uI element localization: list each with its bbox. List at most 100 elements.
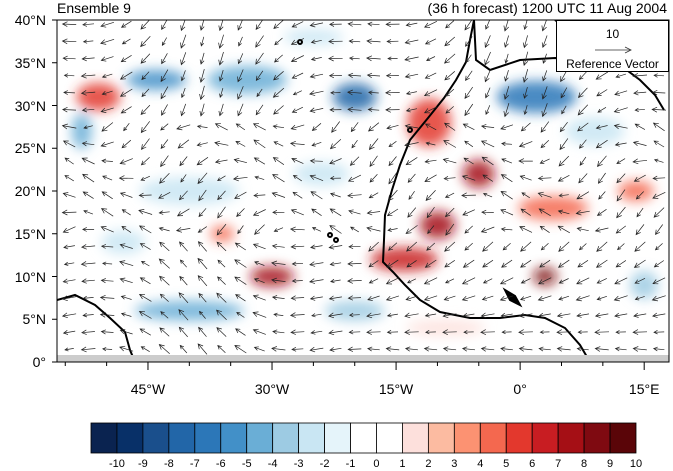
- colorbar-label: 1: [399, 458, 406, 470]
- colorbar-swatch: [116, 422, 144, 454]
- wind-arrow: [520, 278, 531, 284]
- wind-arrow: [139, 277, 151, 285]
- wind-arrow: [63, 261, 75, 266]
- wind-arrow: [158, 343, 170, 355]
- wind-arrow: [444, 53, 456, 64]
- wind-arrow: [385, 295, 400, 302]
- wind-arrow: [485, 105, 491, 116]
- wind-arrow: [538, 346, 551, 352]
- anomaly-patch: [630, 271, 659, 300]
- wind-arrow: [518, 141, 533, 148]
- wind-arrow: [141, 71, 150, 81]
- wind-arrow: [329, 208, 342, 217]
- wind-arrow: [653, 158, 664, 163]
- wind-arrow: [309, 278, 324, 284]
- wind-arrow: [347, 295, 362, 301]
- wind-vectors: [61, 20, 667, 355]
- wind-arrow: [140, 36, 151, 48]
- colorbar-swatch: [609, 422, 637, 454]
- anomaly-patch: [101, 230, 146, 255]
- wind-arrow: [615, 330, 626, 335]
- wind-arrow: [559, 121, 568, 133]
- wind-arrow: [443, 122, 456, 131]
- wind-arrow: [328, 244, 343, 250]
- wind-arrow: [253, 139, 266, 149]
- longitude-label: 15°E: [628, 381, 660, 397]
- wind-arrow: [597, 107, 607, 113]
- colorbar-label: 10: [629, 458, 643, 470]
- colorbar-label: -3: [293, 458, 304, 470]
- wind-arrow: [81, 244, 96, 250]
- wind-arrow: [216, 292, 227, 303]
- wind-arrow: [613, 295, 628, 302]
- wind-arrow: [274, 54, 283, 63]
- wind-arrow: [595, 125, 608, 130]
- wind-arrow: [654, 243, 663, 251]
- wind-arrow: [652, 122, 665, 132]
- wind-arrow: [424, 159, 437, 164]
- wind-arrow: [138, 192, 152, 198]
- anomaly-patch: [126, 69, 187, 90]
- wind-arrow: [311, 227, 321, 232]
- wind-arrow: [558, 193, 569, 198]
- wind-arrow: [366, 329, 381, 335]
- wind-arrow: [482, 259, 494, 268]
- wind-arrow: [481, 295, 494, 301]
- wind-arrow: [632, 140, 647, 147]
- wind-arrow: [234, 276, 247, 285]
- wind-arrow: [235, 294, 246, 302]
- wind-arrow: [617, 243, 625, 251]
- wind-arrow: [424, 174, 437, 182]
- wind-arrow: [271, 346, 286, 352]
- wind-arrow: [594, 227, 609, 233]
- longitude-label: 15°W: [378, 381, 414, 397]
- wind-arrow: [218, 103, 224, 117]
- wind-arrow: [404, 123, 419, 130]
- colorbar-label: 9: [606, 458, 614, 470]
- wind-arrow: [423, 295, 438, 302]
- wind-arrow: [255, 52, 264, 65]
- wind-arrow: [255, 20, 264, 31]
- colorbar-label: -5: [241, 458, 252, 470]
- wind-arrow: [81, 56, 95, 62]
- wind-arrow: [176, 124, 191, 131]
- wind-arrow: [444, 207, 455, 218]
- wind-arrow: [310, 330, 323, 335]
- wind-arrow: [160, 139, 169, 150]
- wind-arrow: [407, 207, 417, 218]
- wind-arrow: [158, 191, 171, 199]
- wind-arrow: [539, 225, 550, 233]
- wind-arrow: [500, 124, 514, 131]
- wind-arrow: [407, 173, 416, 183]
- wind-arrow: [423, 106, 438, 114]
- wind-arrow: [198, 292, 207, 303]
- wind-arrow: [141, 88, 150, 98]
- wind-arrow: [368, 90, 379, 95]
- wind-arrow: [633, 312, 647, 318]
- wind-arrow: [425, 189, 436, 201]
- wind-arrow: [254, 261, 265, 266]
- wind-arrow: [445, 223, 455, 236]
- wind-arrow: [465, 54, 472, 63]
- wind-arrow: [311, 208, 322, 216]
- wind-arrow: [100, 141, 114, 148]
- wind-arrow: [237, 86, 244, 100]
- wind-arrow: [119, 71, 133, 80]
- wind-arrow: [444, 241, 456, 252]
- wind-arrow: [387, 227, 398, 232]
- wind-arrow: [653, 140, 665, 148]
- wind-arrow: [519, 295, 532, 301]
- wind-arrow: [347, 346, 362, 352]
- wind-arrow: [120, 295, 132, 300]
- wind-arrow: [367, 107, 380, 112]
- wind-arrow: [311, 123, 322, 131]
- wind-arrow: [140, 156, 150, 166]
- wind-arrow: [463, 157, 474, 165]
- wind-arrow: [237, 225, 244, 235]
- reference-arrow-icon: [595, 46, 632, 54]
- wind-arrow: [218, 34, 224, 49]
- wind-arrow: [197, 241, 207, 252]
- wind-arrow: [501, 259, 513, 268]
- wind-arrow: [62, 140, 76, 148]
